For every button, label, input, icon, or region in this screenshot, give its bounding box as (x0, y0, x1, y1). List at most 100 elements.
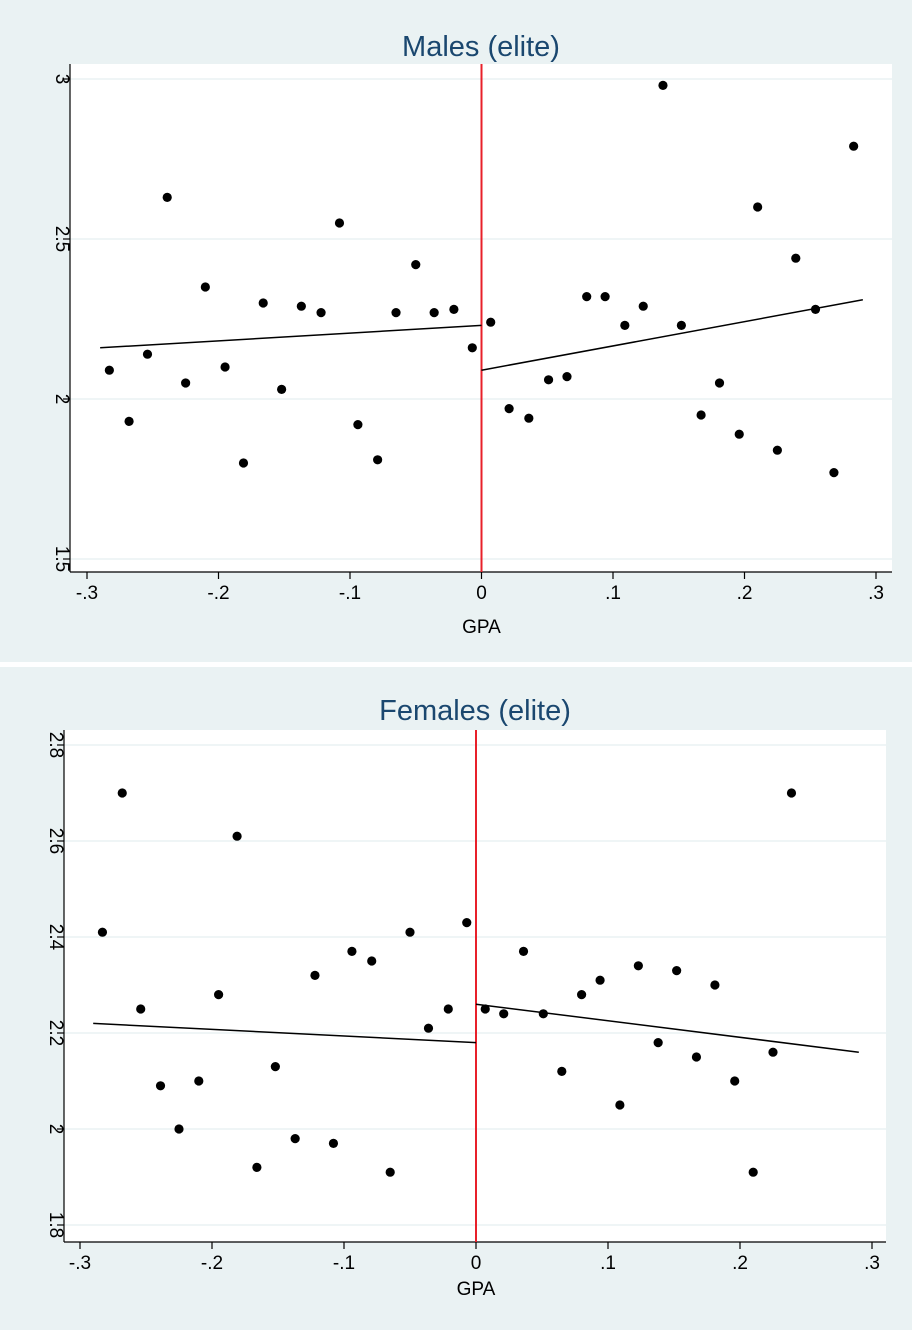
data-point (772, 445, 782, 455)
data-point (270, 1062, 280, 1072)
y-tick-label: 2.8 (45, 732, 66, 758)
data-point (518, 946, 529, 956)
x-tick-label: -.3 (76, 583, 98, 604)
data-point (277, 384, 287, 394)
data-point (142, 349, 153, 359)
data-point (753, 202, 763, 212)
data-point (411, 260, 421, 270)
data-point (633, 961, 643, 971)
data-point (562, 372, 572, 382)
females-elite-chart-panel: Females (elite) 1.8 2 2.2 2.4 2.6 2.8 -.3 -.2 -.1… (0, 667, 912, 1330)
y-tick-label: 2.4 (45, 924, 66, 951)
x-tick-label: 0 (471, 1253, 482, 1274)
x-tick-label: -.1 (339, 583, 361, 604)
data-point (467, 343, 477, 353)
fit-line (481, 299, 863, 371)
data-point (524, 413, 534, 423)
fit-line (93, 1022, 477, 1044)
data-point (658, 80, 668, 90)
data-point (620, 320, 630, 330)
x-tick-label: -.2 (207, 583, 229, 604)
x-tick-label: .1 (605, 583, 621, 604)
data-point (691, 1052, 702, 1062)
data-point (347, 946, 357, 956)
data-point (296, 301, 306, 311)
data-point (316, 308, 326, 318)
data-point (155, 1081, 166, 1091)
y-tick-label: 1.8 (45, 1212, 66, 1238)
data-point (117, 788, 127, 798)
data-point (696, 410, 706, 420)
data-point (373, 455, 383, 465)
data-point (290, 1134, 300, 1144)
data-point (181, 378, 191, 388)
data-point (232, 831, 242, 841)
data-point (391, 308, 401, 318)
y-tick-label: 2.5 (51, 226, 72, 252)
data-point (486, 317, 496, 327)
data-point (353, 420, 363, 430)
data-point (734, 429, 744, 439)
data-point (730, 1076, 740, 1086)
data-point (328, 1138, 339, 1148)
data-point (200, 282, 210, 292)
data-point (595, 975, 605, 985)
data-point (104, 365, 114, 375)
females-elite-chart: Females (elite) 1.8 2 2.2 2.4 2.6 2.8 -.3 -.2 -.1… (45, 695, 886, 1300)
data-point (582, 292, 592, 302)
data-point (220, 362, 230, 372)
data-point (97, 927, 108, 937)
data-point (480, 1004, 490, 1014)
data-point (310, 970, 320, 980)
data-point (385, 1167, 395, 1177)
data-point (449, 304, 459, 314)
data-point (672, 966, 682, 976)
data-point (504, 404, 514, 414)
data-point (194, 1076, 204, 1086)
data-point (462, 918, 472, 928)
data-point (499, 1009, 509, 1019)
x-tick-label: -.1 (333, 1253, 355, 1274)
data-point (676, 320, 686, 330)
data-point (136, 1004, 146, 1014)
data-point (786, 788, 797, 798)
data-point (615, 1100, 625, 1110)
data-point (600, 292, 610, 302)
x-tick-label: 0 (476, 583, 487, 604)
data-point (810, 304, 821, 314)
x-tick-label: .2 (737, 583, 753, 604)
data-point (238, 458, 249, 468)
data-point (710, 980, 720, 990)
x-tick-label: .1 (600, 1253, 616, 1274)
data-point (443, 1004, 453, 1014)
y-tick-label: 2.2 (45, 1020, 66, 1046)
data-point (214, 990, 224, 1000)
fit-line (100, 324, 482, 349)
data-point (714, 378, 725, 388)
x-tick-label: -.3 (69, 1253, 91, 1274)
data-point (252, 1162, 262, 1172)
y-tick-label: 3 (51, 74, 72, 85)
data-point (638, 301, 648, 311)
y-tick-label: 2 (45, 1124, 66, 1135)
data-point (405, 927, 415, 937)
chart-title: Males (elite) (402, 31, 560, 63)
data-point (829, 468, 839, 478)
x-tick-label: -.2 (201, 1253, 223, 1274)
data-point (334, 218, 345, 228)
data-point (258, 298, 268, 308)
data-point (849, 141, 859, 151)
x-tick-label: .3 (864, 1253, 880, 1274)
data-point (429, 308, 439, 318)
x-tick-label: .3 (868, 583, 884, 604)
data-point (577, 990, 587, 1000)
data-point (791, 253, 801, 263)
data-point (543, 375, 554, 385)
data-point (124, 416, 134, 426)
y-tick-label: 2 (51, 394, 72, 405)
data-point (653, 1038, 663, 1048)
data-point (538, 1009, 548, 1019)
data-point (748, 1167, 758, 1177)
y-tick-label: 1.5 (51, 546, 72, 572)
data-point (423, 1023, 434, 1033)
